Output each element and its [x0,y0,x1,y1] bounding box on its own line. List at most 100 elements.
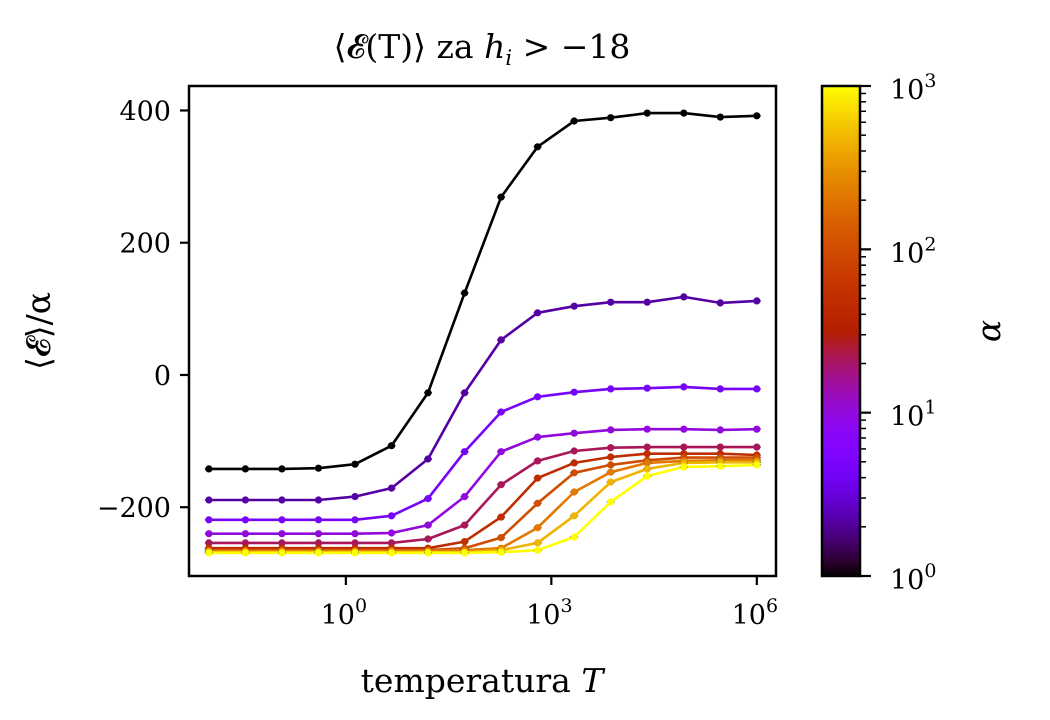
colorbar-tick-label: 103 [890,70,936,106]
data-point [716,443,724,451]
series-2 [204,293,761,504]
data-point [497,481,505,489]
data-point [351,493,359,501]
data-point [716,426,724,434]
data-point [205,530,213,538]
data-point [716,385,724,393]
x-tick-label: 106 [732,595,778,631]
series-line [208,111,757,471]
data-point [570,469,578,477]
series-line [208,385,757,522]
data-point [497,448,505,456]
chart-title: ⟨𝓔(T)⟩ za hi > −18 [334,27,631,70]
data-point [278,516,286,524]
x-axis: 100 103 106 [321,576,778,631]
colorbar-ticks: 100 101 102 103 [860,70,936,596]
data-point [278,539,286,547]
data-point [461,521,469,529]
data-point [461,289,469,297]
data-point [570,117,578,125]
data-point [534,309,542,317]
data-point [643,109,651,117]
series-line [208,427,757,536]
data-point [570,302,578,310]
y-axis-label: ⟨𝓔⟩/α [19,292,58,370]
data-point [680,425,688,433]
y-axis: 400 200 0 −200 [97,96,189,524]
data-point [607,468,615,476]
plot-area: 400 200 0 −200 100 103 106 [97,84,778,631]
data-point [241,549,249,557]
data-point [205,465,213,473]
data-point [753,385,761,393]
data-point [534,433,542,441]
data-point [424,521,432,529]
data-point [607,478,615,486]
data-point [607,385,615,393]
data-point [643,472,651,480]
data-point [461,448,469,456]
data-point [314,496,323,504]
data-point [680,383,688,391]
y-tick-label: 400 [119,96,171,127]
y-tick-label: 200 [119,229,171,260]
colorbar-frame [820,84,862,578]
data-point [570,512,578,520]
data-point [607,114,615,122]
data-point [534,474,542,482]
data-point [351,549,359,557]
data-point [497,193,505,201]
data-point [314,530,323,538]
data-point [241,496,249,504]
series-layer [204,109,761,557]
data-point [314,549,323,557]
data-point [716,299,724,307]
data-point [424,455,432,463]
data-point [680,293,688,301]
data-point [570,459,578,467]
series-10 [204,461,761,557]
data-point [643,425,651,433]
data-point [314,464,323,472]
data-point [753,461,761,469]
data-point [753,112,761,120]
x-tick-label: 103 [526,595,572,631]
series-line [208,452,757,550]
data-point [278,496,286,504]
data-point [424,495,432,503]
data-point [534,524,542,532]
colorbar-tick-label: 101 [890,397,936,433]
data-point [643,443,651,451]
data-point [497,513,505,521]
data-point [643,298,651,306]
colorbar-tick-label: 100 [890,560,936,596]
data-point [497,408,505,416]
data-point [570,388,578,396]
data-point [241,516,249,524]
data-point [607,453,615,461]
data-point [351,516,359,524]
data-point [424,389,432,397]
data-point [387,529,396,537]
data-point [351,460,359,468]
data-point [607,426,615,434]
series-line [208,463,757,555]
colorbar: 100 101 102 103 α [820,70,1008,596]
data-point [607,498,615,506]
data-point [534,393,542,401]
data-point [387,484,396,492]
series-line [208,295,757,502]
data-point [497,548,505,556]
data-point [205,496,213,504]
x-axis-label: temperatura T [361,661,607,700]
y-tick-label: 0 [154,361,171,392]
data-point [424,549,432,557]
data-point [387,442,396,450]
data-point [607,298,615,306]
colorbar-label: α [969,320,1008,342]
data-point [461,538,469,546]
colorbar-tick-label: 102 [890,233,936,269]
data-point [570,429,578,437]
data-point [534,457,542,465]
